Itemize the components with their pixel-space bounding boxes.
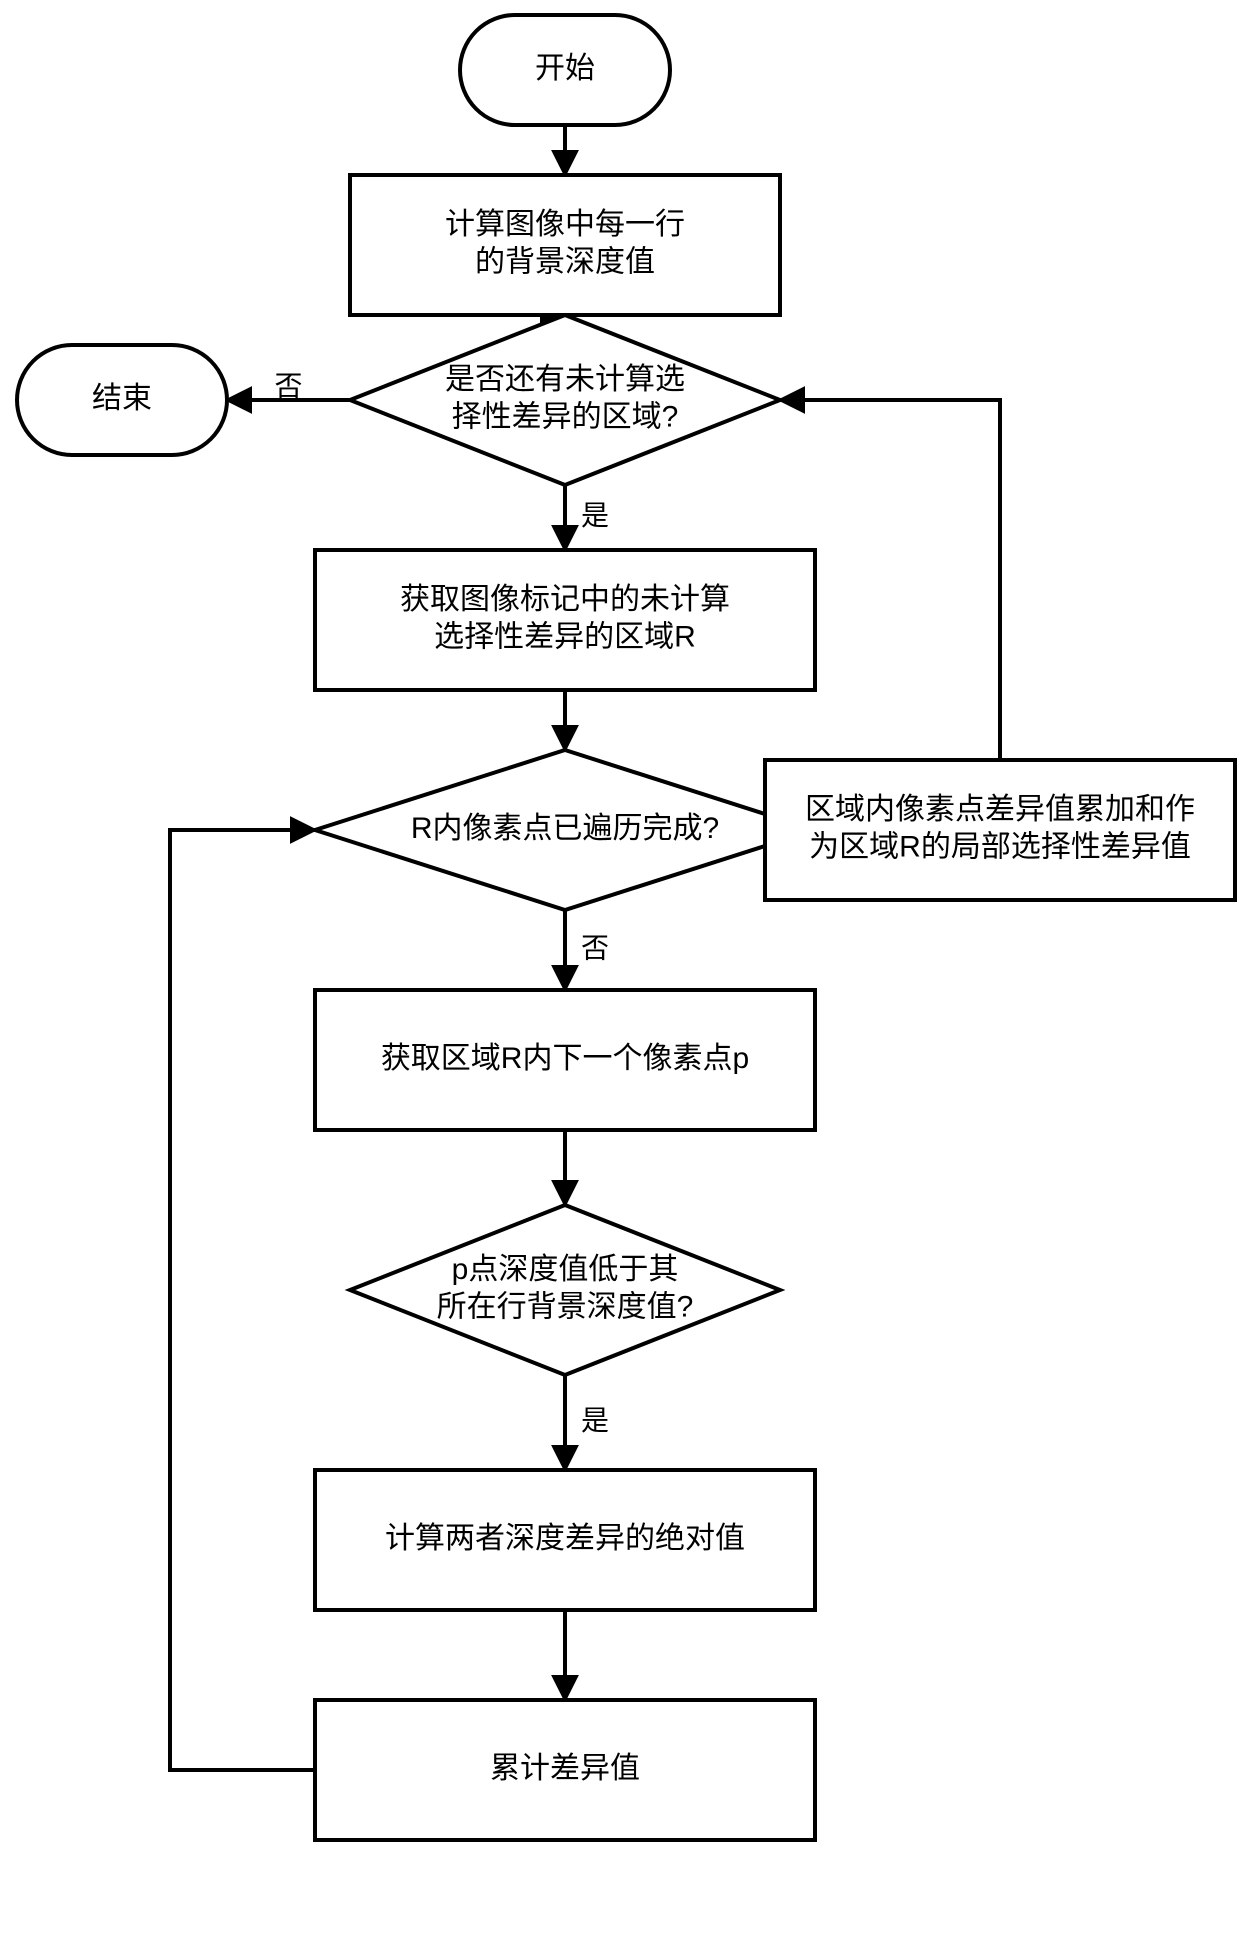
node-end-line0: 结束 (92, 382, 152, 415)
flowchart-diagram: 否是是否是开始结束计算图像中每一行的背景深度值是否还有未计算选择性差异的区域?获… (0, 0, 1240, 1946)
node-sumR-line0: 区域内像素点差异值累加和作 (805, 793, 1195, 826)
node-anyLeft: 是否还有未计算选择性差异的区域? (350, 315, 780, 485)
node-getR-line0: 获取图像标记中的未计算 (400, 583, 730, 616)
node-getR-line1: 选择性差异的区域R (434, 621, 696, 654)
edge-label-anyLeft-end: 否 (274, 370, 302, 401)
edge-label-anyLeft-getR: 是 (581, 500, 609, 531)
node-sumR: 区域内像素点差异值累加和作为区域R的局部选择性差异值 (765, 760, 1235, 900)
node-absDiff-line0: 计算两者深度差异的绝对值 (385, 1522, 745, 1555)
node-getP: 获取区域R内下一个像素点p (315, 990, 815, 1130)
nodes-layer: 开始结束计算图像中每一行的背景深度值是否还有未计算选择性差异的区域?获取图像标记… (17, 15, 1235, 1840)
node-travDone: R内像素点已遍历完成? (315, 750, 815, 910)
node-start-line0: 开始 (535, 52, 595, 85)
node-absDiff: 计算两者深度差异的绝对值 (315, 1470, 815, 1610)
edge-accum-travDone (170, 830, 315, 1770)
node-sumR-line1: 为区域R的局部选择性差异值 (809, 831, 1191, 864)
node-calcBg-line1: 的背景深度值 (475, 246, 655, 279)
node-getR: 获取图像标记中的未计算选择性差异的区域R (315, 550, 815, 690)
node-start: 开始 (460, 15, 670, 125)
node-anyLeft-line0: 是否还有未计算选 (445, 363, 685, 396)
node-pLow-line0: p点深度值低于其 (452, 1253, 679, 1286)
node-pLow-line1: 所在行背景深度值? (437, 1291, 694, 1324)
node-calcBg: 计算图像中每一行的背景深度值 (350, 175, 780, 315)
node-accum-line0: 累计差异值 (490, 1752, 640, 1785)
node-end: 结束 (17, 345, 227, 455)
edge-label-travDone-getP: 否 (581, 932, 609, 963)
node-anyLeft-line1: 择性差异的区域? (452, 401, 679, 434)
edge-label-pLow-absDiff: 是 (581, 1405, 609, 1436)
node-calcBg-line0: 计算图像中每一行 (445, 208, 685, 241)
node-travDone-line0: R内像素点已遍历完成? (411, 812, 719, 845)
node-pLow: p点深度值低于其所在行背景深度值? (350, 1205, 780, 1375)
node-getP-line0: 获取区域R内下一个像素点p (381, 1042, 749, 1075)
node-accum: 累计差异值 (315, 1700, 815, 1840)
